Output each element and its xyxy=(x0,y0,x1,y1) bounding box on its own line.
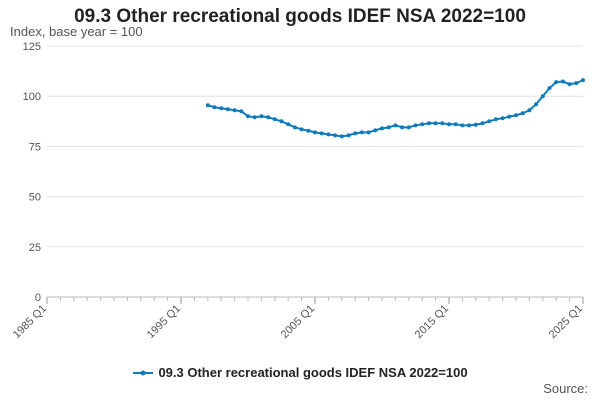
data-point[interactable] xyxy=(433,121,438,126)
data-point[interactable] xyxy=(480,121,485,126)
x-axis-ticks: 1985 Q1 1995 Q1 2005 Q1 2015 Q1 2025 Q1 xyxy=(11,297,585,341)
data-point[interactable] xyxy=(205,103,210,108)
data-point[interactable] xyxy=(246,114,250,119)
data-point[interactable] xyxy=(527,108,532,113)
data-point[interactable] xyxy=(373,128,378,133)
data-point[interactable] xyxy=(426,121,431,126)
y-tick-label: 25 xyxy=(29,242,41,254)
data-point[interactable] xyxy=(493,117,498,122)
data-point[interactable] xyxy=(259,114,264,119)
data-point[interactable] xyxy=(386,125,391,130)
data-point[interactable] xyxy=(460,123,465,128)
y-tick-label: 75 xyxy=(29,141,41,153)
data-point[interactable] xyxy=(225,107,230,112)
y-tick-label: 0 xyxy=(35,292,41,304)
data-point[interactable] xyxy=(514,113,518,118)
legend-line-marker-icon xyxy=(133,370,154,375)
data-point[interactable] xyxy=(252,115,257,120)
y-tick-label: 125 xyxy=(23,41,41,53)
data-point[interactable] xyxy=(473,122,478,127)
y-tick-label: 100 xyxy=(23,91,41,103)
legend: 09.3 Other recreational goods IDEF NSA 2… xyxy=(0,365,600,380)
data-point[interactable] xyxy=(406,125,411,130)
data-point[interactable] xyxy=(467,123,472,128)
series-line xyxy=(207,79,584,138)
data-point[interactable] xyxy=(326,132,331,137)
data-point[interactable] xyxy=(413,123,418,128)
data-point[interactable] xyxy=(239,109,244,114)
data-point[interactable] xyxy=(339,134,344,139)
y-tick-label: 50 xyxy=(29,192,41,204)
x-tick-label: 2025 Q1 xyxy=(547,303,585,341)
data-point[interactable] xyxy=(292,125,297,130)
data-point[interactable] xyxy=(520,111,525,116)
data-point[interactable] xyxy=(279,119,284,124)
data-point[interactable] xyxy=(359,130,364,135)
data-point[interactable] xyxy=(333,133,338,138)
data-point[interactable] xyxy=(219,106,224,111)
data-point[interactable] xyxy=(380,126,384,131)
data-point[interactable] xyxy=(581,78,585,83)
data-point[interactable] xyxy=(353,131,358,136)
x-tick-label: 2005 Q1 xyxy=(279,303,317,341)
data-point[interactable] xyxy=(319,131,324,136)
data-point[interactable] xyxy=(266,115,271,120)
x-tick-label: 2015 Q1 xyxy=(413,303,451,341)
data-point[interactable] xyxy=(346,133,351,138)
data-point[interactable] xyxy=(534,102,539,107)
x-tick-label: 1985 Q1 xyxy=(11,303,49,341)
data-point[interactable] xyxy=(453,122,458,127)
data-point[interactable] xyxy=(500,116,505,121)
data-point[interactable] xyxy=(547,86,552,91)
data-point[interactable] xyxy=(420,122,425,127)
data-point[interactable] xyxy=(212,105,217,110)
data-point[interactable] xyxy=(540,94,545,99)
data-point[interactable] xyxy=(560,79,565,84)
data-point[interactable] xyxy=(366,130,371,135)
chart-title: 09.3 Other recreational goods IDEF NSA 2… xyxy=(74,6,526,27)
series-layer xyxy=(205,78,585,139)
y-axis-ticks: 0 25 50 75 100 125 xyxy=(23,41,41,304)
gridlines xyxy=(47,45,583,298)
source-label: Source: xyxy=(543,381,588,396)
data-point[interactable] xyxy=(299,127,304,132)
data-point[interactable] xyxy=(272,117,277,122)
y-axis-label: Index, base year = 100 xyxy=(10,24,143,39)
data-point[interactable] xyxy=(232,108,237,113)
data-point[interactable] xyxy=(400,125,405,130)
data-point[interactable] xyxy=(286,122,291,127)
data-point[interactable] xyxy=(447,122,451,127)
x-tick-label: 1995 Q1 xyxy=(145,303,183,341)
data-point[interactable] xyxy=(306,128,311,133)
data-point[interactable] xyxy=(567,82,572,87)
data-point[interactable] xyxy=(393,123,398,128)
data-point[interactable] xyxy=(554,80,559,85)
data-point[interactable] xyxy=(440,121,445,126)
data-point[interactable] xyxy=(487,119,492,124)
legend-label: 09.3 Other recreational goods IDEF NSA 2… xyxy=(158,365,468,380)
data-point[interactable] xyxy=(507,114,512,119)
data-point[interactable] xyxy=(574,81,579,86)
data-point[interactable] xyxy=(313,130,317,135)
